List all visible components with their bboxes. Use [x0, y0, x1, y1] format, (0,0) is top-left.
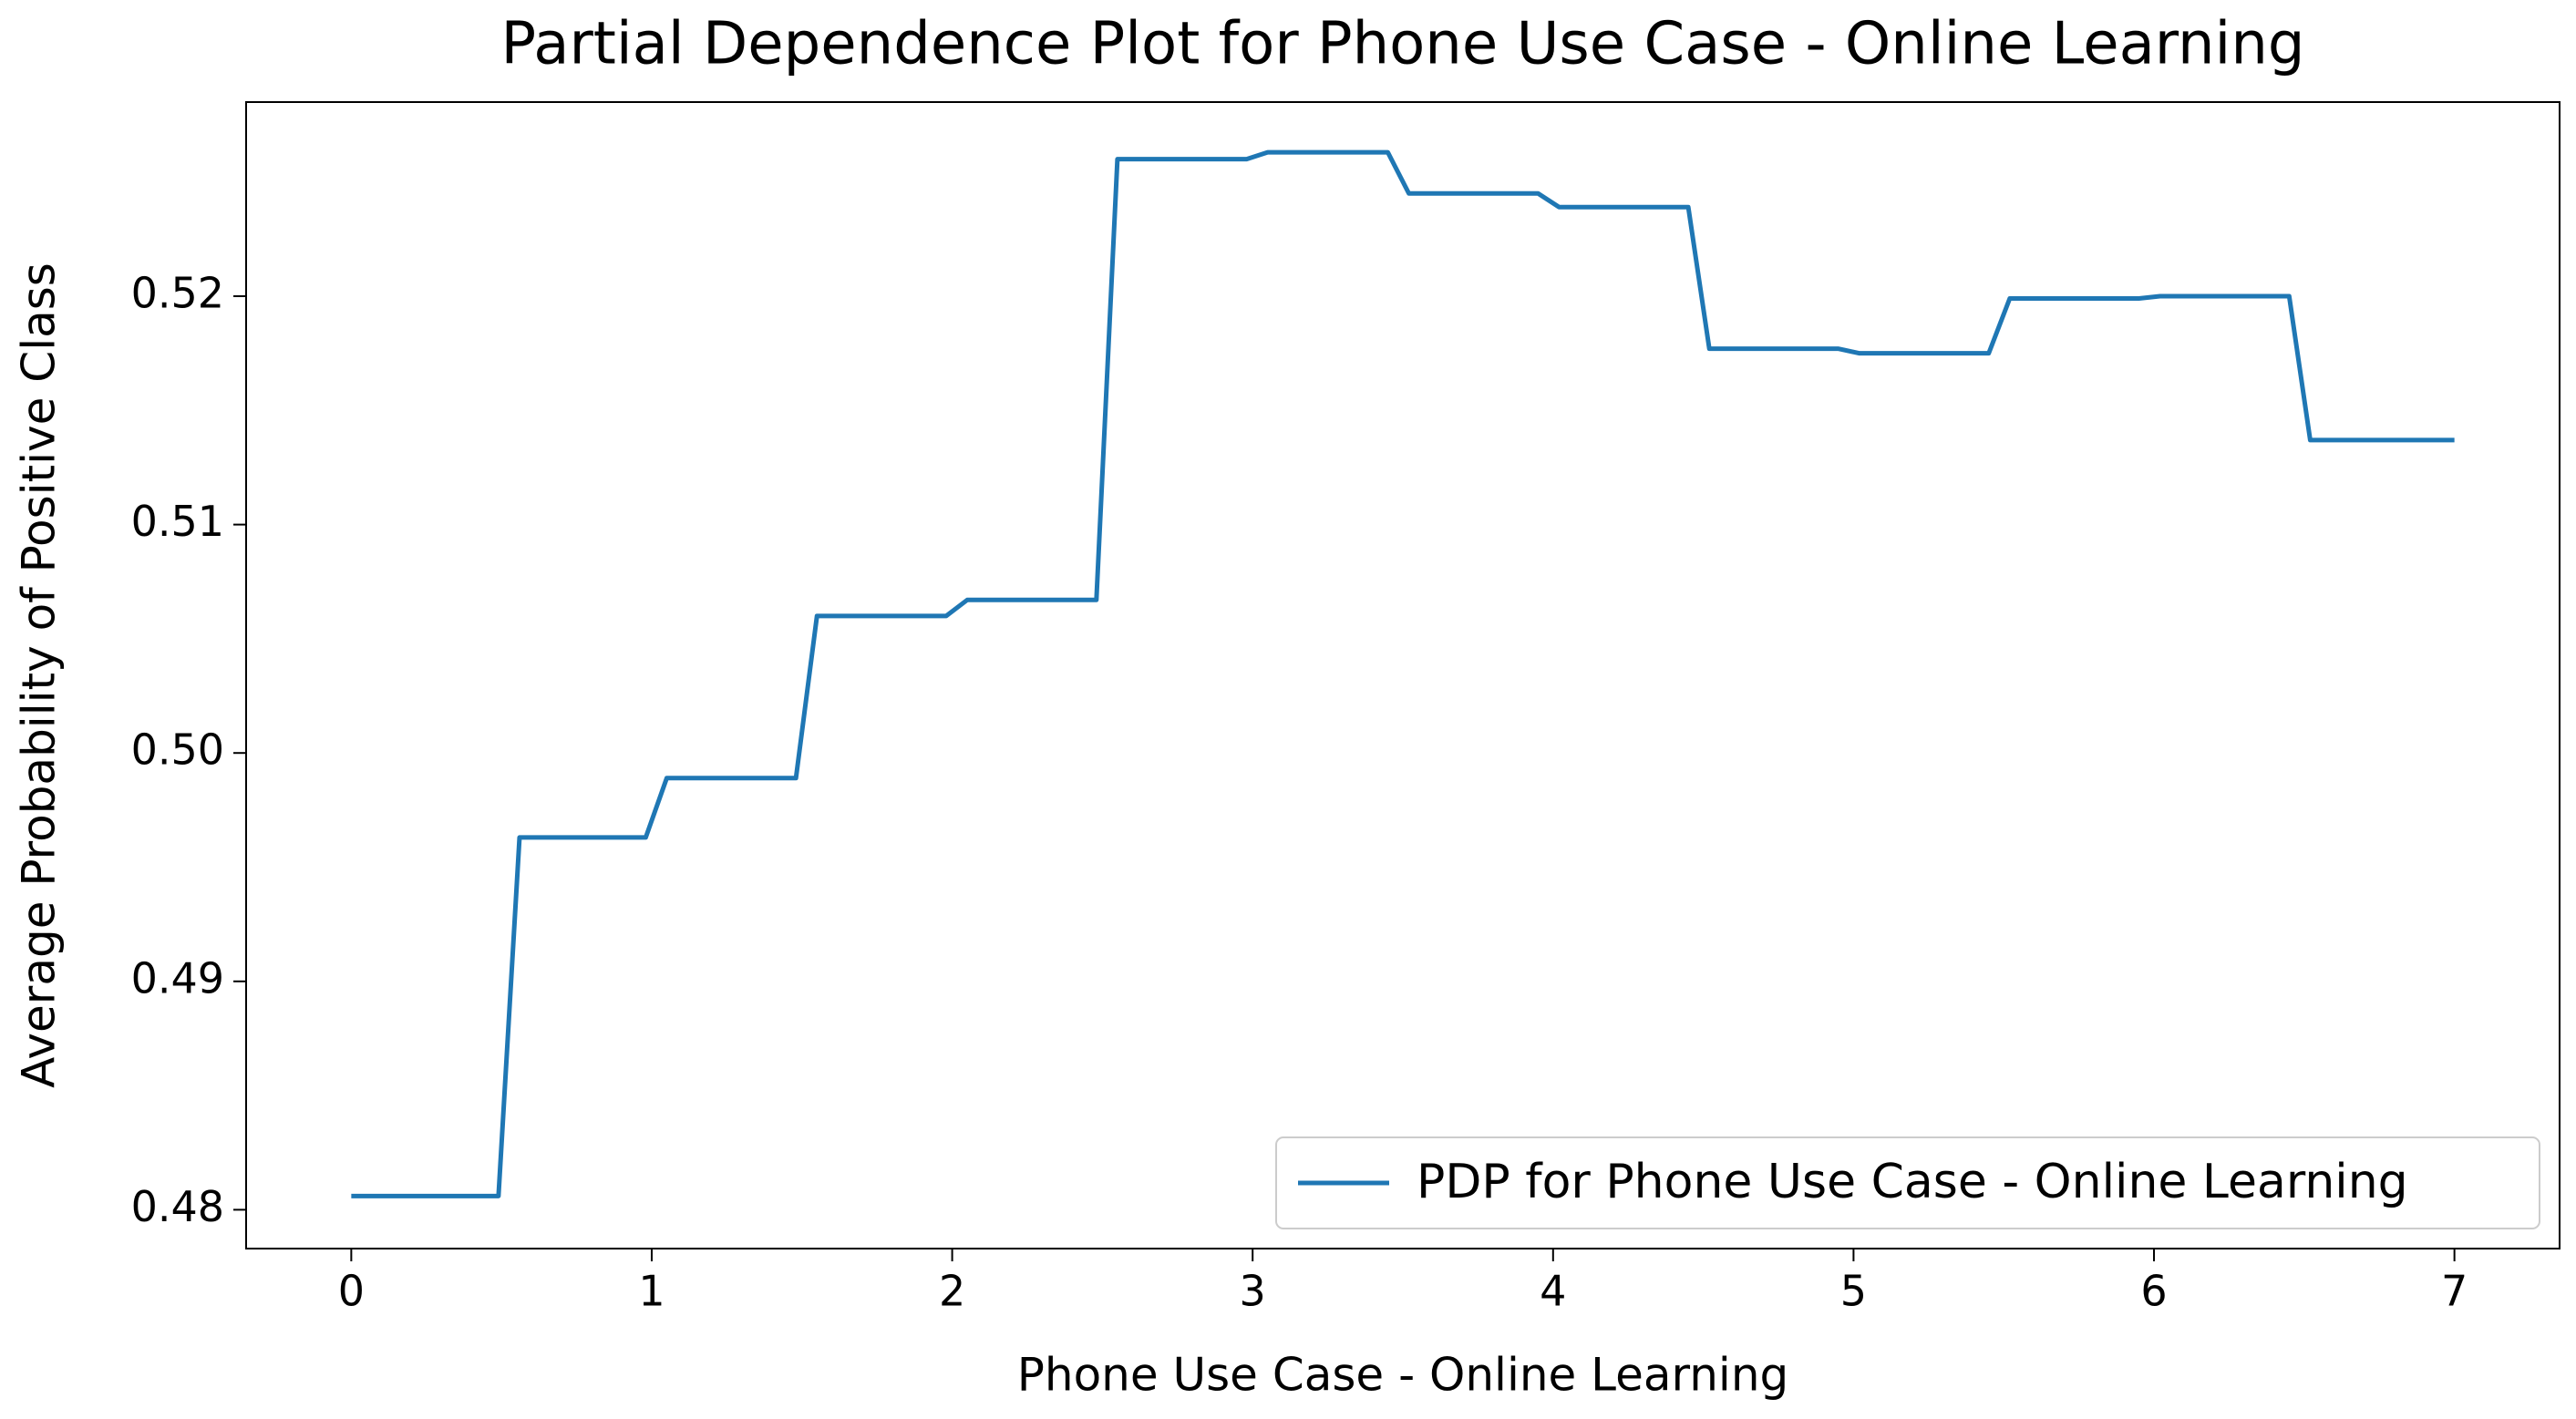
line-series — [351, 149, 2455, 1198]
x-axis-label: Phone Use Case - Online Learning — [1017, 1349, 1789, 1402]
y-tick-label: 0.51 — [131, 497, 224, 546]
x-tick-label: 7 — [2441, 1267, 2468, 1316]
y-axis-label: Average Probability of Positive Class — [13, 262, 66, 1088]
x-tick-label: 6 — [2140, 1267, 2167, 1316]
legend-label: PDP for Phone Use Case - Online Learning — [1417, 1155, 2408, 1209]
y-tick-label: 0.52 — [131, 269, 224, 318]
y-tick-label: 0.48 — [131, 1182, 224, 1231]
x-tick-label: 0 — [338, 1267, 365, 1316]
x-tick-label: 2 — [939, 1267, 965, 1316]
x-tick-label: 4 — [1540, 1267, 1566, 1316]
chart-title: Partial Dependence Plot for Phone Use Ca… — [501, 11, 2305, 78]
legend: PDP for Phone Use Case - Online Learning — [1275, 1136, 2540, 1229]
x-tick-label: 1 — [638, 1267, 665, 1316]
axes-frame — [245, 101, 2561, 1249]
legend-box — [1275, 1136, 2540, 1229]
x-tick-label: 3 — [1240, 1267, 1266, 1316]
y-tick-label: 0.50 — [131, 725, 224, 775]
y-tick-label: 0.49 — [131, 953, 224, 1003]
x-tick-label: 5 — [1840, 1267, 1867, 1316]
